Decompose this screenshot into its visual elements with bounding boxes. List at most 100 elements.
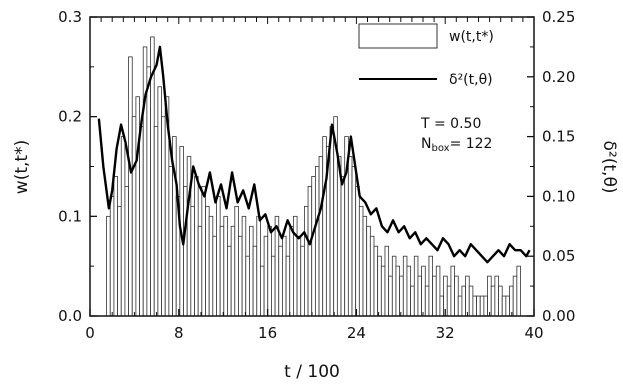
bar [311,176,316,317]
bar [490,285,496,317]
bar [318,156,324,317]
bar [465,275,470,317]
bar [402,255,408,317]
bar [113,176,118,317]
bar [487,275,492,317]
bar [296,235,302,317]
y-right-tick-label: 0.25 [542,8,575,26]
bar [238,235,243,317]
bar [131,116,137,317]
y-left-tick-label: 0.2 [58,108,82,126]
x-tick-label: 24 [347,324,366,342]
bar [358,205,364,317]
bar [355,186,360,317]
bar [161,116,166,317]
bar [120,136,126,317]
bar [289,225,294,317]
bar [146,66,151,317]
bar [501,295,507,317]
axes-group: 0 8 16 24 32 40 0.0 0.1 0.2 0.3 0.00 0.05 0.10 0.15 0.… [58,8,575,342]
bar [468,285,474,317]
bar [461,285,466,317]
line-group [97,45,531,264]
bar [208,215,214,317]
bar [201,186,206,317]
bar [128,56,133,317]
bar [494,275,499,317]
y-axis-label-right: δ²(t,θ) [599,141,619,194]
legend-label-bars: w(t,t*) [449,29,494,45]
bar [505,295,510,317]
bar [197,225,203,317]
bar [106,215,111,317]
bar [223,215,228,317]
bar [190,205,195,317]
x-tick-label: 32 [436,324,455,342]
bar [117,205,122,317]
bar [271,255,276,317]
bar [498,285,503,317]
bar [406,265,412,317]
annotation-temperature: T = 0.50 [420,116,481,132]
y-left-tick-label: 0.3 [58,8,82,26]
bar [450,265,455,317]
y-left-tick-label: 0.0 [58,307,82,325]
bar [509,285,514,317]
bar [183,186,188,317]
annotation-nbox-sub: box [431,143,449,154]
series-line [97,45,531,264]
bar [124,186,129,317]
bar [227,245,232,317]
bar [300,245,305,317]
x-tick-label: 8 [174,324,184,342]
bar [252,245,258,317]
bar [435,265,441,317]
bar [476,295,481,317]
bar [168,166,173,317]
annotation-nbox-value: = 122 [450,136,493,152]
bar [230,225,236,317]
x-tick-label: 0 [85,324,95,342]
bar [194,176,199,317]
bar [307,186,313,317]
annotation-nbox-prefix: N [421,136,431,152]
bar [428,255,434,317]
y-left-tick-label: 0.1 [58,207,82,225]
bar [410,285,415,317]
bar [439,295,444,317]
bar [329,126,335,317]
bar [245,255,250,317]
bar [263,235,269,317]
bar [446,285,452,317]
bar [142,46,148,317]
bar [278,245,283,317]
bar [457,295,463,317]
bar [219,225,225,317]
bar [417,275,423,317]
bar [454,275,459,317]
legend-swatch-bars [358,23,438,49]
y-right-tick-label: 0.20 [542,68,575,86]
bar [212,235,217,317]
bar [421,265,426,317]
x-axis-label: t / 100 [284,362,340,382]
bar [373,245,379,317]
bar [472,295,477,317]
bar [153,126,159,317]
bar [399,275,404,317]
bar [260,265,265,317]
bar [369,235,375,317]
bar [340,176,346,317]
bar [516,265,521,317]
bar [395,265,401,317]
bar [479,295,485,317]
x-tick-label: 40 [524,324,543,342]
bar [249,225,254,317]
bar [388,275,393,317]
bar [377,255,382,317]
bar [139,126,144,317]
bar [483,295,488,317]
bar [157,86,162,317]
legend-label-line: δ²(t,θ) [449,72,493,88]
